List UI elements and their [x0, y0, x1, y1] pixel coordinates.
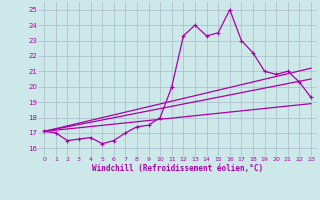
X-axis label: Windchill (Refroidissement éolien,°C): Windchill (Refroidissement éolien,°C)	[92, 164, 263, 173]
